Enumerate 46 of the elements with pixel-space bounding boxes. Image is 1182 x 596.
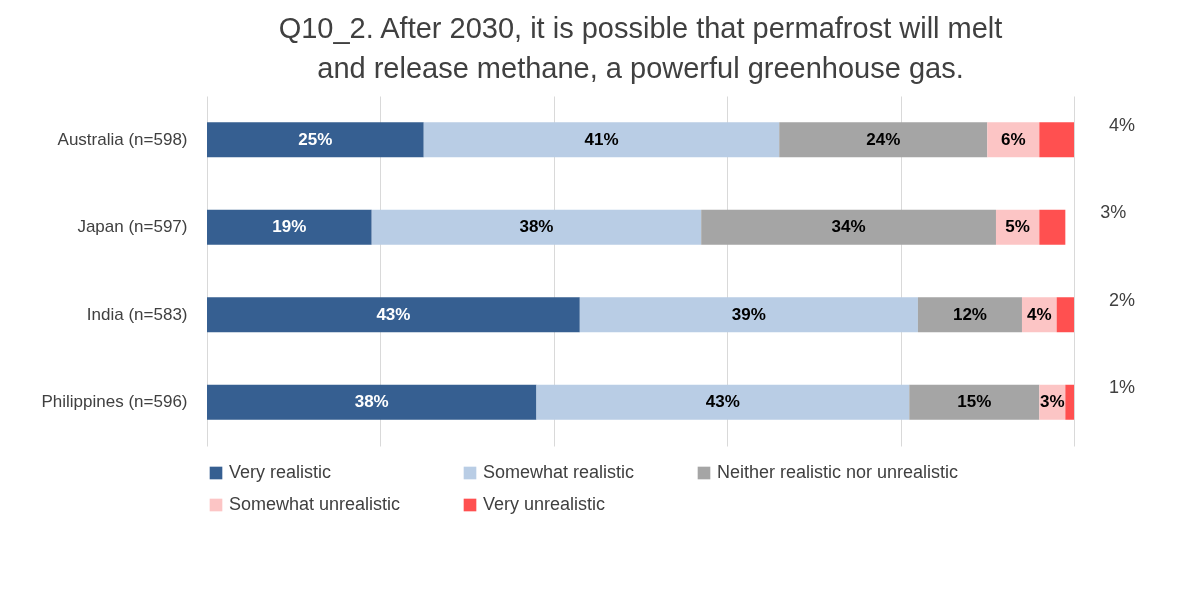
bar [1039,209,1066,245]
data-label: 39% [731,304,766,324]
y-tick-label: Japan (n=597) [77,217,188,237]
data-label: 1% [1109,377,1136,398]
legend-label: Very unrealistic [483,494,606,514]
data-label: 38% [519,217,554,237]
data-label: 38% [354,392,389,412]
data-label: 3% [1100,202,1127,223]
bar [1065,384,1074,420]
data-label: 43% [376,304,411,324]
y-tick-label: India (n=583) [86,304,188,324]
bar [207,209,372,245]
data-label: 3% [1040,392,1065,412]
bar [423,122,780,158]
bar [1056,297,1074,333]
bar [779,122,988,158]
bar [579,297,918,333]
bar [917,297,1022,333]
data-label: 41% [584,129,619,149]
bar [371,209,702,245]
data-label: 24% [866,129,901,149]
legend-label: Somewhat unrealistic [229,494,401,514]
legend-label: Somewhat realistic [483,462,635,482]
data-label: 25% [298,129,333,149]
bar [536,384,910,420]
bar [207,122,424,158]
bar [909,384,1040,420]
data-label: 43% [705,392,740,412]
data-label: 4% [1027,304,1052,324]
bar [1039,122,1074,158]
y-tick-label: Philippines (n=596) [41,392,188,412]
data-label: 5% [1005,217,1030,237]
chart-title: Q10_2. After 2030, it is possible that permafrost will melt and release methane, a powerful greenhouse gas. [278,12,1003,84]
bar [207,297,580,333]
bar [701,209,996,245]
data-label: 15% [957,392,992,412]
y-tick-label: Australia (n=598) [57,129,188,149]
bar [207,384,537,420]
data-label: 6% [1001,129,1026,149]
data-label: 19% [272,217,307,237]
data-label: 4% [1109,114,1136,135]
legend-label: Neither realistic nor unrealistic [717,462,959,482]
data-label: 34% [831,217,866,237]
data-label: 12% [952,304,987,324]
data-label: 2% [1109,289,1136,310]
legend-label: Very realistic [229,462,332,482]
